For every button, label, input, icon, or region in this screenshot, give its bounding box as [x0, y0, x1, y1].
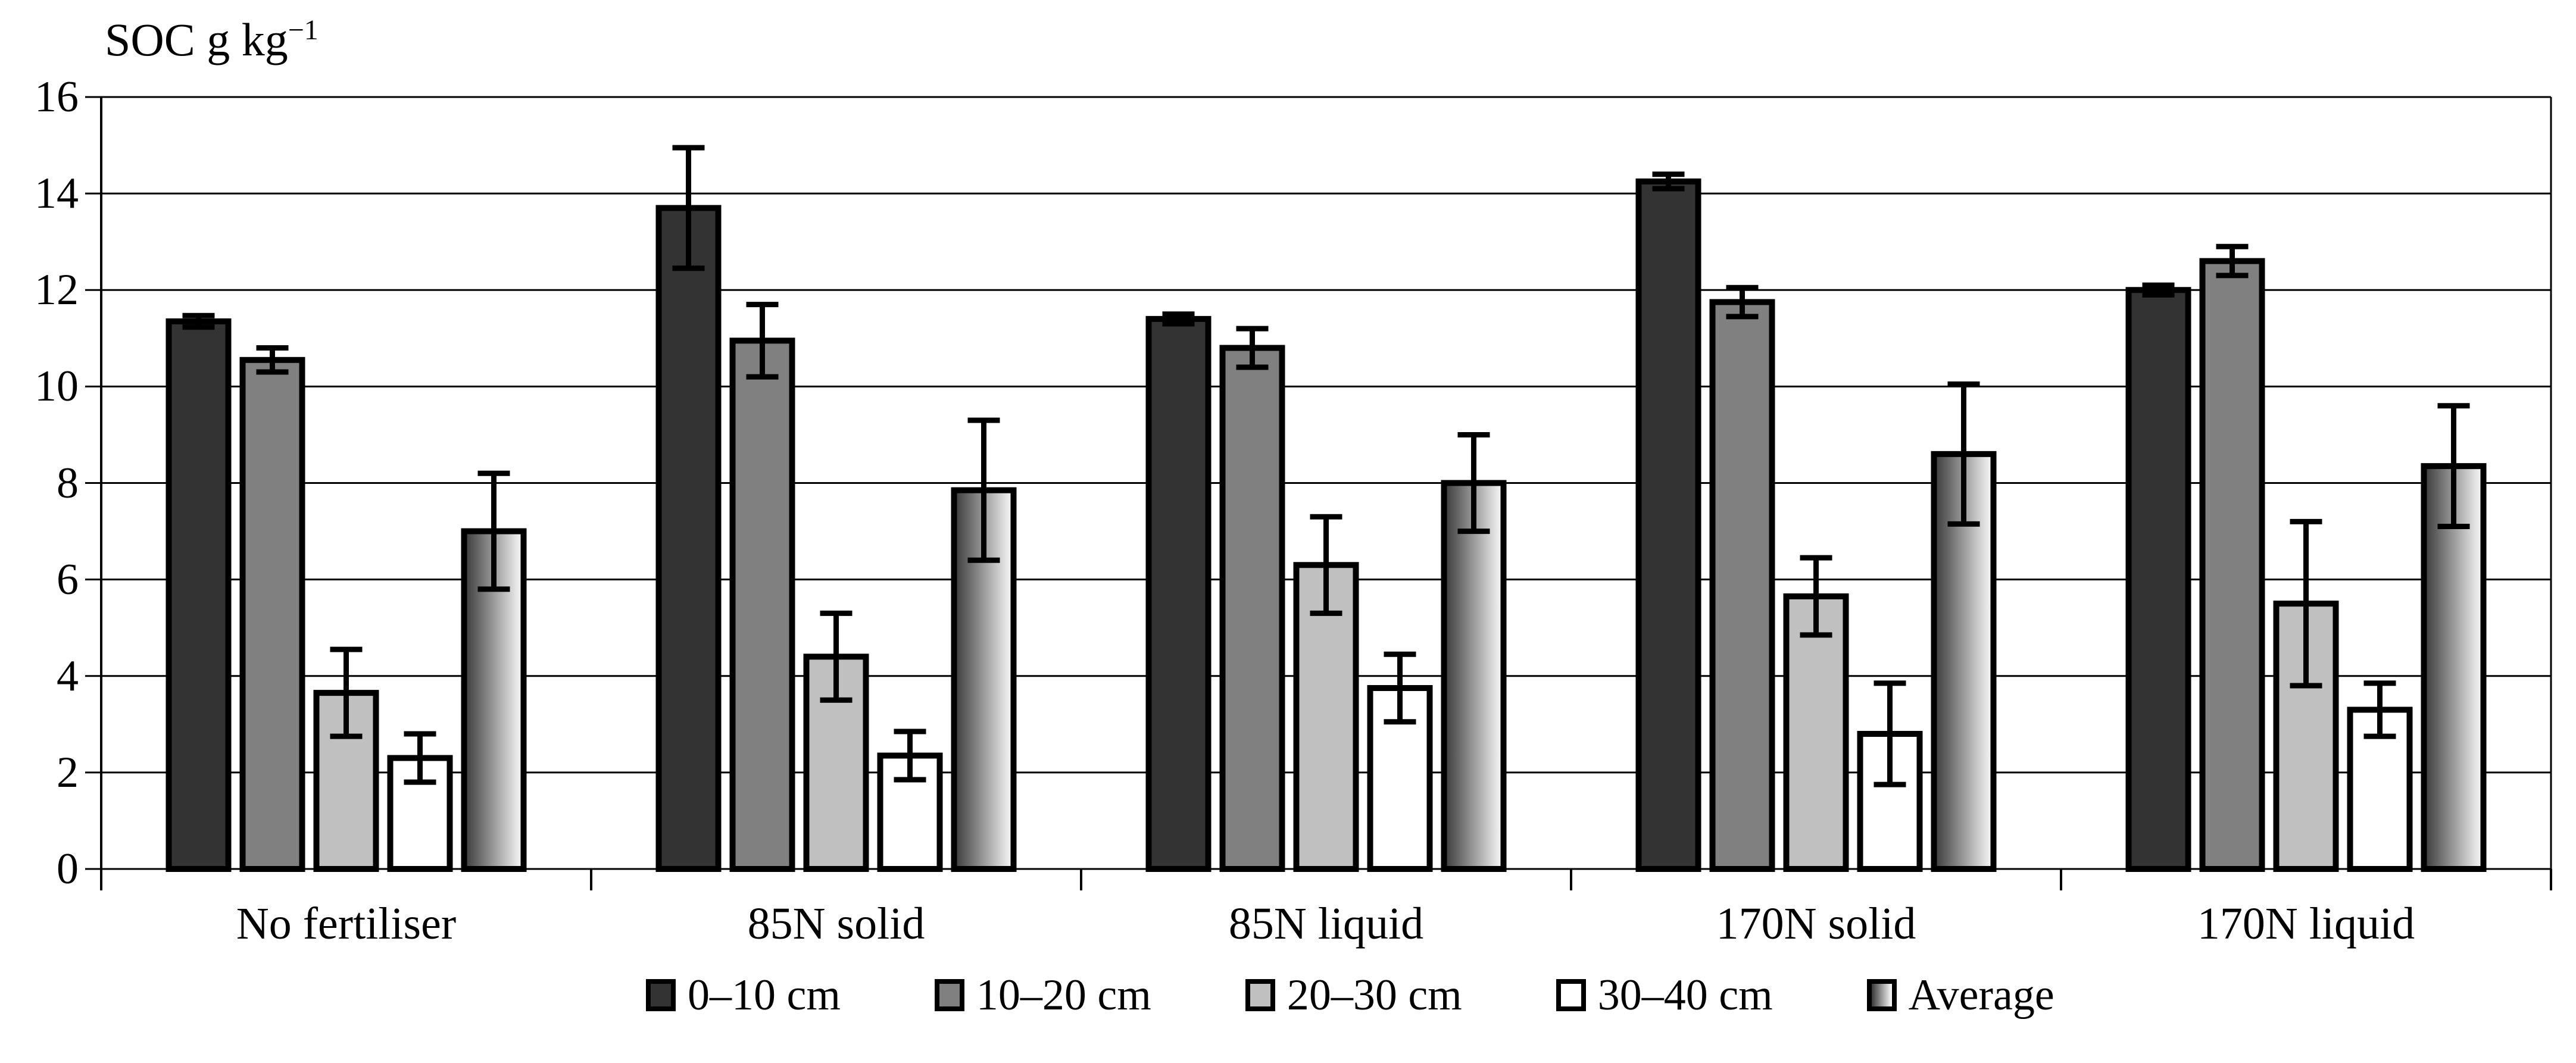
legend-label: 30–40 cm [1597, 971, 1773, 1020]
legend-swatch-icon [646, 979, 676, 1011]
bar-0–10-cm-170N-solid [1635, 178, 1701, 872]
bar-0–10-cm-No-fertiliser [166, 318, 232, 872]
bar-10–20-cm-No-fertiliser [239, 357, 305, 872]
bar-0–10-cm-85N-liquid [1145, 315, 1211, 872]
x-label-85N-liquid: 85N liquid [1228, 899, 1424, 949]
y-axis-title: SOC g kg−1 [105, 13, 319, 67]
y-tick-label-2: 2 [57, 748, 79, 797]
y-axis-title-exponent: −1 [288, 14, 319, 46]
y-axis-title-text: SOC g kg [105, 14, 288, 65]
legend-label: 20–30 cm [1287, 971, 1462, 1020]
legend: 0–10 cm 10–20 cm 20–30 cm 30–40 cm Average [646, 965, 2054, 1025]
y-tick-label-8: 8 [57, 458, 79, 508]
bar-0–10-cm-170N-liquid [2125, 287, 2191, 872]
y-tick-label-10: 10 [35, 362, 79, 411]
x-label-170N-solid: 170N solid [1716, 899, 1916, 949]
bar-Average-170N-solid [1931, 451, 1997, 872]
y-tick-label-0: 0 [57, 845, 79, 893]
legend-item-30–40-cm: 30–40 cm [1556, 965, 1773, 1025]
bar-10–20-cm-170N-liquid [2199, 258, 2265, 872]
y-tick-label-12: 12 [35, 265, 79, 315]
legend-label: 10–20 cm [976, 971, 1151, 1020]
legend-item-20–30-cm: 20–30 cm [1245, 965, 1462, 1025]
bar-10–20-cm-85N-solid [729, 337, 795, 872]
y-tick-label-14: 14 [35, 169, 79, 218]
legend-item-Average: Average [1866, 965, 2054, 1025]
legend-item-10–20-cm: 10–20 cm [934, 965, 1151, 1025]
y-tick-label-6: 6 [57, 555, 79, 604]
legend-swatch-icon [934, 979, 964, 1011]
legend-label: 0–10 cm [688, 971, 841, 1020]
bar-10–20-cm-85N-liquid [1219, 345, 1285, 872]
bar-20–30-cm-85N-solid [803, 654, 869, 872]
legend-swatch-icon [1556, 979, 1586, 1011]
x-label-No-fertiliser: No fertiliser [236, 899, 457, 949]
y-tick-label-16: 16 [35, 73, 79, 121]
legend-item-0–10-cm: 0–10 cm [646, 965, 841, 1025]
legend-swatch-icon [1866, 979, 1897, 1011]
legend-swatch-icon [1245, 979, 1275, 1011]
bar-0–10-cm-85N-solid [655, 205, 722, 873]
bar-10–20-cm-170N-solid [1709, 299, 1775, 872]
y-tick-label-4: 4 [57, 651, 79, 701]
legend-label: Average [1908, 971, 2054, 1020]
x-label-170N-liquid: 170N liquid [2197, 899, 2415, 949]
bar-Average-85N-liquid [1441, 480, 1507, 872]
x-label-85N-solid: 85N solid [747, 899, 925, 949]
